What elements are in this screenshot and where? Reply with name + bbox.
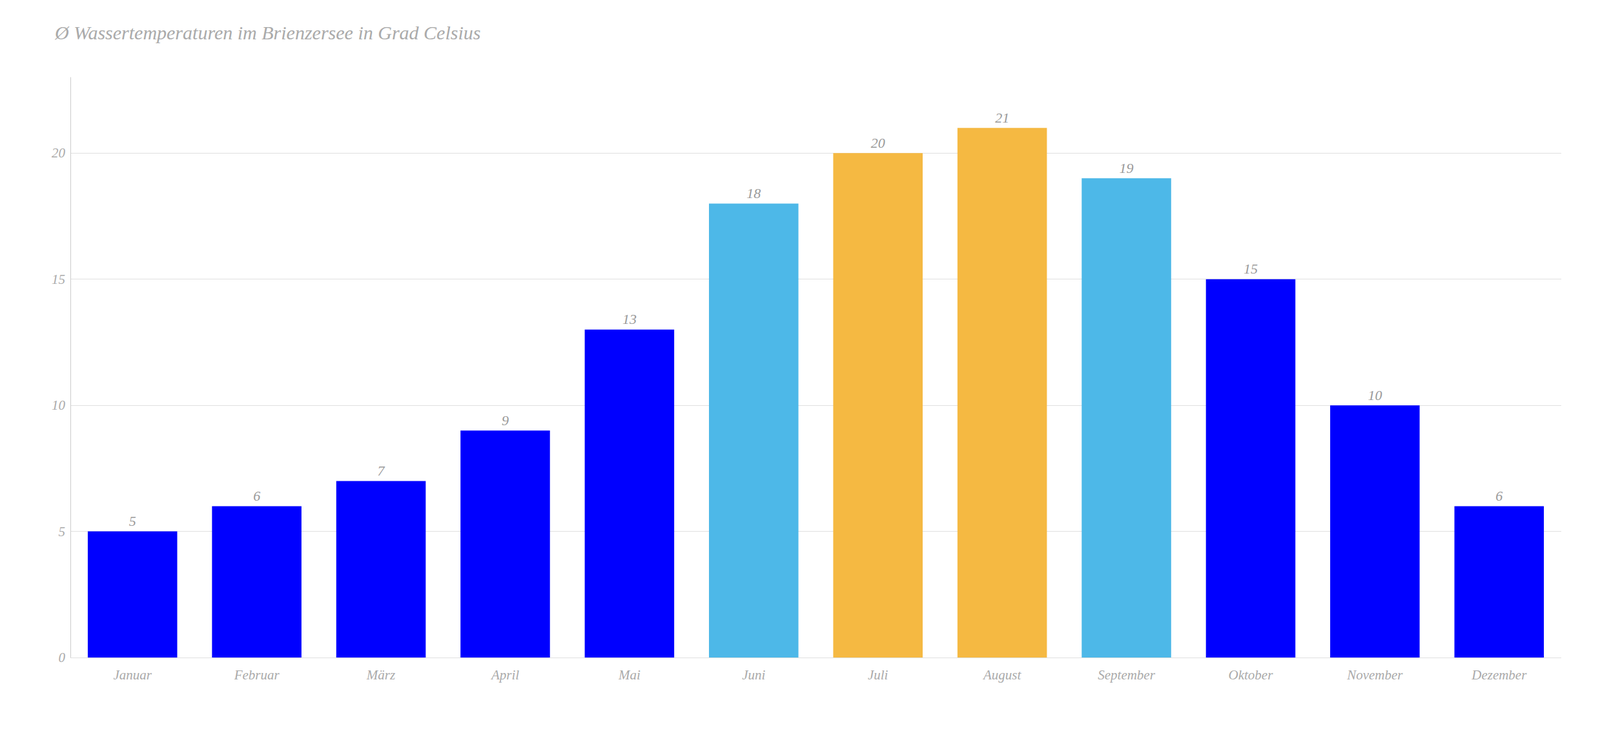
svg-text:6: 6 [253, 488, 261, 505]
svg-text:9: 9 [501, 412, 509, 429]
svg-text:20: 20 [51, 145, 66, 161]
svg-text:6: 6 [1495, 488, 1503, 505]
svg-text:5: 5 [129, 513, 137, 530]
svg-text:August: August [982, 667, 1023, 684]
svg-text:13: 13 [622, 311, 637, 328]
svg-text:5: 5 [58, 524, 66, 540]
svg-text:Oktober: Oktober [1228, 667, 1274, 684]
svg-text:7: 7 [377, 462, 386, 480]
svg-text:10: 10 [1367, 387, 1382, 404]
svg-text:Ø Wassertemperaturen im Brienz: Ø Wassertemperaturen im Brienzersee in G… [54, 21, 481, 44]
svg-text:Mai: Mai [617, 667, 641, 684]
svg-text:Juli: Juli [867, 667, 889, 684]
svg-text:0: 0 [58, 650, 66, 666]
svg-text:15: 15 [51, 271, 66, 288]
svg-text:21: 21 [994, 109, 1010, 126]
svg-text:10: 10 [51, 397, 66, 414]
svg-text:September: September [1097, 667, 1156, 684]
svg-text:April: April [490, 667, 520, 684]
svg-text:18: 18 [746, 185, 761, 202]
svg-text:November: November [1346, 667, 1404, 684]
svg-text:März: März [366, 667, 396, 684]
svg-text:Januar: Januar [112, 667, 152, 684]
svg-text:Dezember: Dezember [1470, 667, 1528, 684]
svg-text:19: 19 [1119, 160, 1134, 177]
svg-text:15: 15 [1243, 260, 1258, 277]
svg-text:20: 20 [871, 134, 886, 152]
svg-text:Juni: Juni [741, 667, 766, 684]
svg-text:Februar: Februar [233, 667, 281, 684]
